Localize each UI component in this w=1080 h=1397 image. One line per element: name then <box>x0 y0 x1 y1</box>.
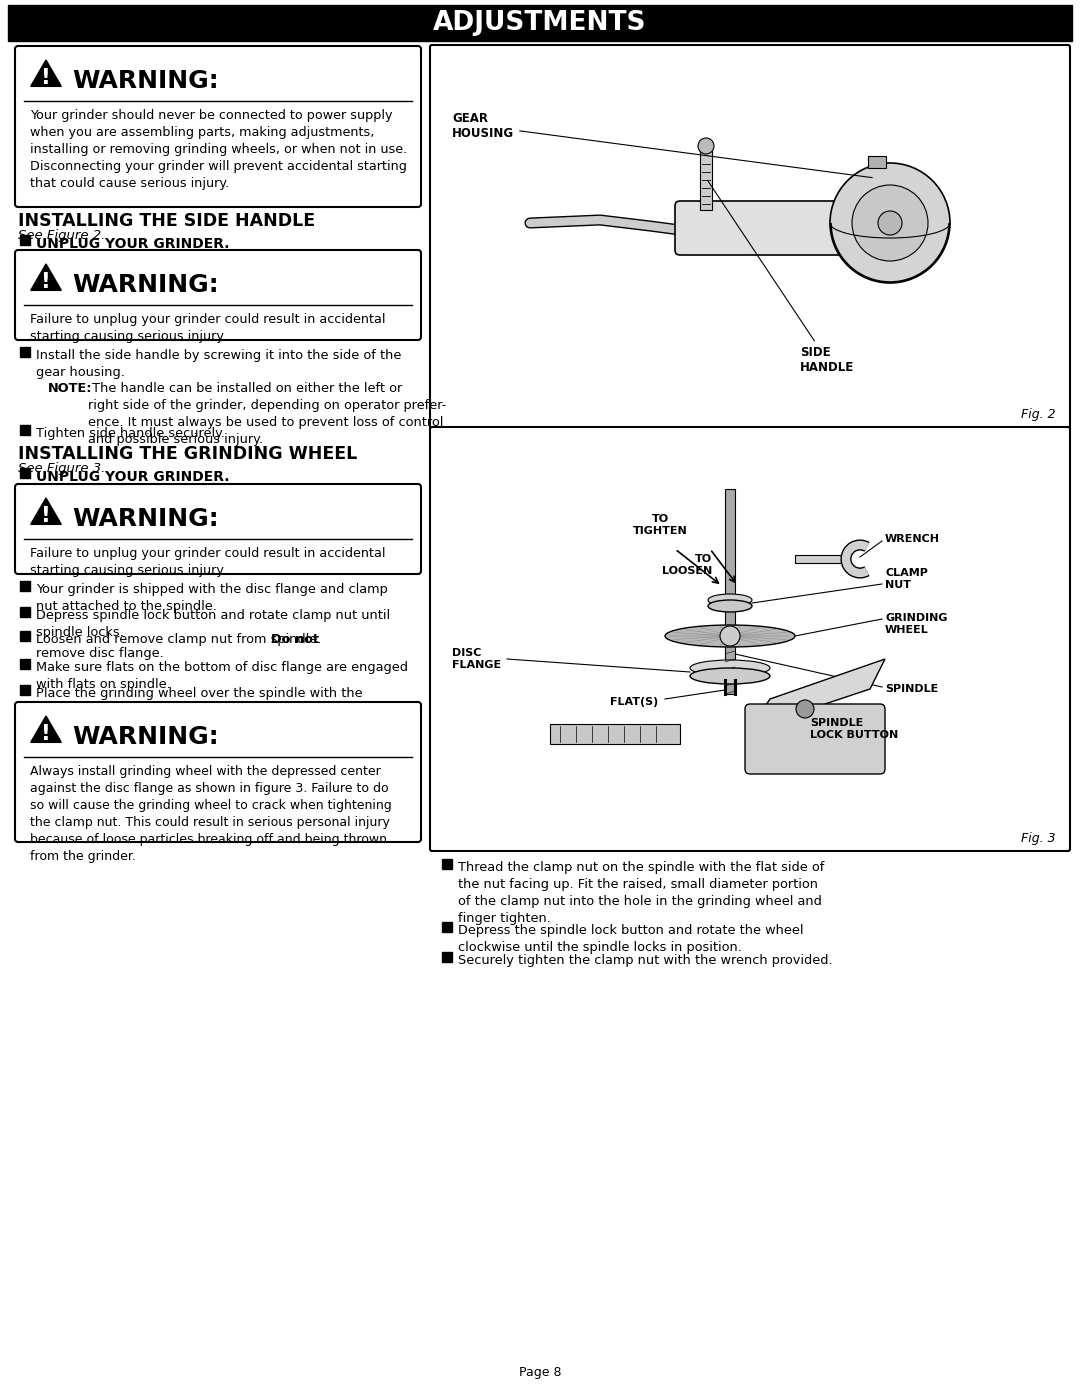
Text: WARNING:: WARNING: <box>72 68 218 94</box>
Bar <box>725 489 735 694</box>
Text: UNPLUG YOUR GRINDER.: UNPLUG YOUR GRINDER. <box>36 469 229 483</box>
Text: GEAR
HOUSING: GEAR HOUSING <box>453 112 873 177</box>
Bar <box>442 951 453 963</box>
FancyBboxPatch shape <box>675 201 855 256</box>
Text: Page 8: Page 8 <box>518 1366 562 1379</box>
Text: See Figure 2.: See Figure 2. <box>18 229 106 242</box>
Circle shape <box>878 211 902 235</box>
Text: SIDE
HANDLE: SIDE HANDLE <box>707 180 854 374</box>
Circle shape <box>796 700 814 718</box>
Bar <box>868 156 886 168</box>
Text: INSTALLING THE SIDE HANDLE: INSTALLING THE SIDE HANDLE <box>18 212 315 231</box>
Ellipse shape <box>708 599 752 612</box>
Text: WARNING:: WARNING: <box>72 272 218 298</box>
Bar <box>700 149 712 210</box>
FancyBboxPatch shape <box>745 704 885 774</box>
Text: Make sure flats on the bottom of disc flange are engaged
with flats on spindle.: Make sure flats on the bottom of disc fl… <box>36 661 408 692</box>
FancyBboxPatch shape <box>8 6 1072 41</box>
Ellipse shape <box>690 668 770 685</box>
Bar <box>21 659 30 669</box>
FancyBboxPatch shape <box>15 703 421 842</box>
Bar <box>21 425 30 434</box>
Ellipse shape <box>708 594 752 606</box>
Polygon shape <box>30 264 62 291</box>
Bar <box>21 608 30 617</box>
Text: See Figure 3.: See Figure 3. <box>18 462 106 475</box>
Text: Your grinder is shipped with the disc flange and clamp
nut attached to the spind: Your grinder is shipped with the disc fl… <box>36 583 388 613</box>
Text: WRENCH: WRENCH <box>885 534 940 543</box>
Text: SPINDLE
LOCK BUTTON: SPINDLE LOCK BUTTON <box>810 718 899 740</box>
FancyBboxPatch shape <box>15 483 421 574</box>
FancyBboxPatch shape <box>430 427 1070 851</box>
Text: Loosen and remove clamp nut from spindle.: Loosen and remove clamp nut from spindle… <box>36 633 325 645</box>
Circle shape <box>852 184 928 261</box>
Bar <box>550 724 680 745</box>
Text: Install the side handle by screwing it into the side of the
gear housing.: Install the side handle by screwing it i… <box>36 349 402 379</box>
Polygon shape <box>750 659 885 729</box>
Bar <box>442 859 453 869</box>
Text: TO
LOOSEN: TO LOOSEN <box>662 555 712 576</box>
Text: Failure to unplug your grinder could result in accidental
starting causing serio: Failure to unplug your grinder could res… <box>30 548 386 577</box>
Text: ADJUSTMENTS: ADJUSTMENTS <box>433 10 647 36</box>
Text: SPINDLE: SPINDLE <box>885 685 939 694</box>
FancyBboxPatch shape <box>15 46 421 207</box>
Text: INSTALLING THE GRINDING WHEEL: INSTALLING THE GRINDING WHEEL <box>18 446 357 462</box>
Bar <box>21 631 30 641</box>
Text: WARNING:: WARNING: <box>72 725 218 749</box>
Polygon shape <box>30 717 62 742</box>
Text: Depress spindle lock button and rotate clamp nut until
spindle locks.: Depress spindle lock button and rotate c… <box>36 609 390 638</box>
Bar <box>795 555 850 563</box>
Text: WARNING:: WARNING: <box>72 507 218 531</box>
Circle shape <box>831 163 950 284</box>
Text: Failure to unplug your grinder could result in accidental
starting causing serio: Failure to unplug your grinder could res… <box>30 313 386 344</box>
Ellipse shape <box>690 659 770 676</box>
Text: remove disc flange.: remove disc flange. <box>36 647 164 659</box>
Text: Place the grinding wheel over the spindle with the
concave side of the wheel fac: Place the grinding wheel over the spindl… <box>36 687 363 717</box>
Text: !: ! <box>41 506 51 525</box>
Text: Depress the spindle lock button and rotate the wheel
clockwise until the spindle: Depress the spindle lock button and rota… <box>458 923 804 954</box>
Text: GRINDING
WHEEL: GRINDING WHEEL <box>885 613 947 634</box>
Bar <box>442 922 453 932</box>
Polygon shape <box>30 60 62 87</box>
FancyBboxPatch shape <box>15 250 421 339</box>
Bar <box>21 581 30 591</box>
Text: DISC
FLANGE: DISC FLANGE <box>453 648 501 669</box>
Text: FLAT(S): FLAT(S) <box>610 697 658 707</box>
Text: TO
TIGHTEN: TO TIGHTEN <box>633 514 687 536</box>
Text: The handle can be installed on either the left or
right side of the grinder, dep: The handle can be installed on either th… <box>87 381 446 446</box>
Text: !: ! <box>41 272 51 292</box>
Ellipse shape <box>665 624 795 647</box>
Text: UNPLUG YOUR GRINDER.: UNPLUG YOUR GRINDER. <box>36 237 229 251</box>
Text: NOTE:: NOTE: <box>48 381 93 395</box>
Text: Fig. 2: Fig. 2 <box>1022 408 1056 420</box>
Text: Tighten side handle securely.: Tighten side handle securely. <box>36 427 225 440</box>
FancyBboxPatch shape <box>430 45 1070 432</box>
Text: Your grinder should never be connected to power supply
when you are assembling p: Your grinder should never be connected t… <box>30 109 407 190</box>
Bar <box>21 468 30 478</box>
Text: Securely tighten the clamp nut with the wrench provided.: Securely tighten the clamp nut with the … <box>458 954 833 967</box>
Text: Thread the clamp nut on the spindle with the flat side of
the nut facing up. Fit: Thread the clamp nut on the spindle with… <box>458 861 824 925</box>
Circle shape <box>698 138 714 154</box>
Bar <box>21 235 30 244</box>
Text: CLAMP
NUT: CLAMP NUT <box>885 569 928 590</box>
Bar <box>21 346 30 358</box>
Bar <box>21 685 30 694</box>
Text: !: ! <box>41 68 51 88</box>
Text: Always install grinding wheel with the depressed center
against the disc flange : Always install grinding wheel with the d… <box>30 766 392 863</box>
Polygon shape <box>30 497 62 524</box>
Text: Fig. 3: Fig. 3 <box>1022 833 1056 845</box>
Text: !: ! <box>41 724 51 743</box>
Text: Do not: Do not <box>271 633 319 645</box>
Circle shape <box>720 626 740 645</box>
